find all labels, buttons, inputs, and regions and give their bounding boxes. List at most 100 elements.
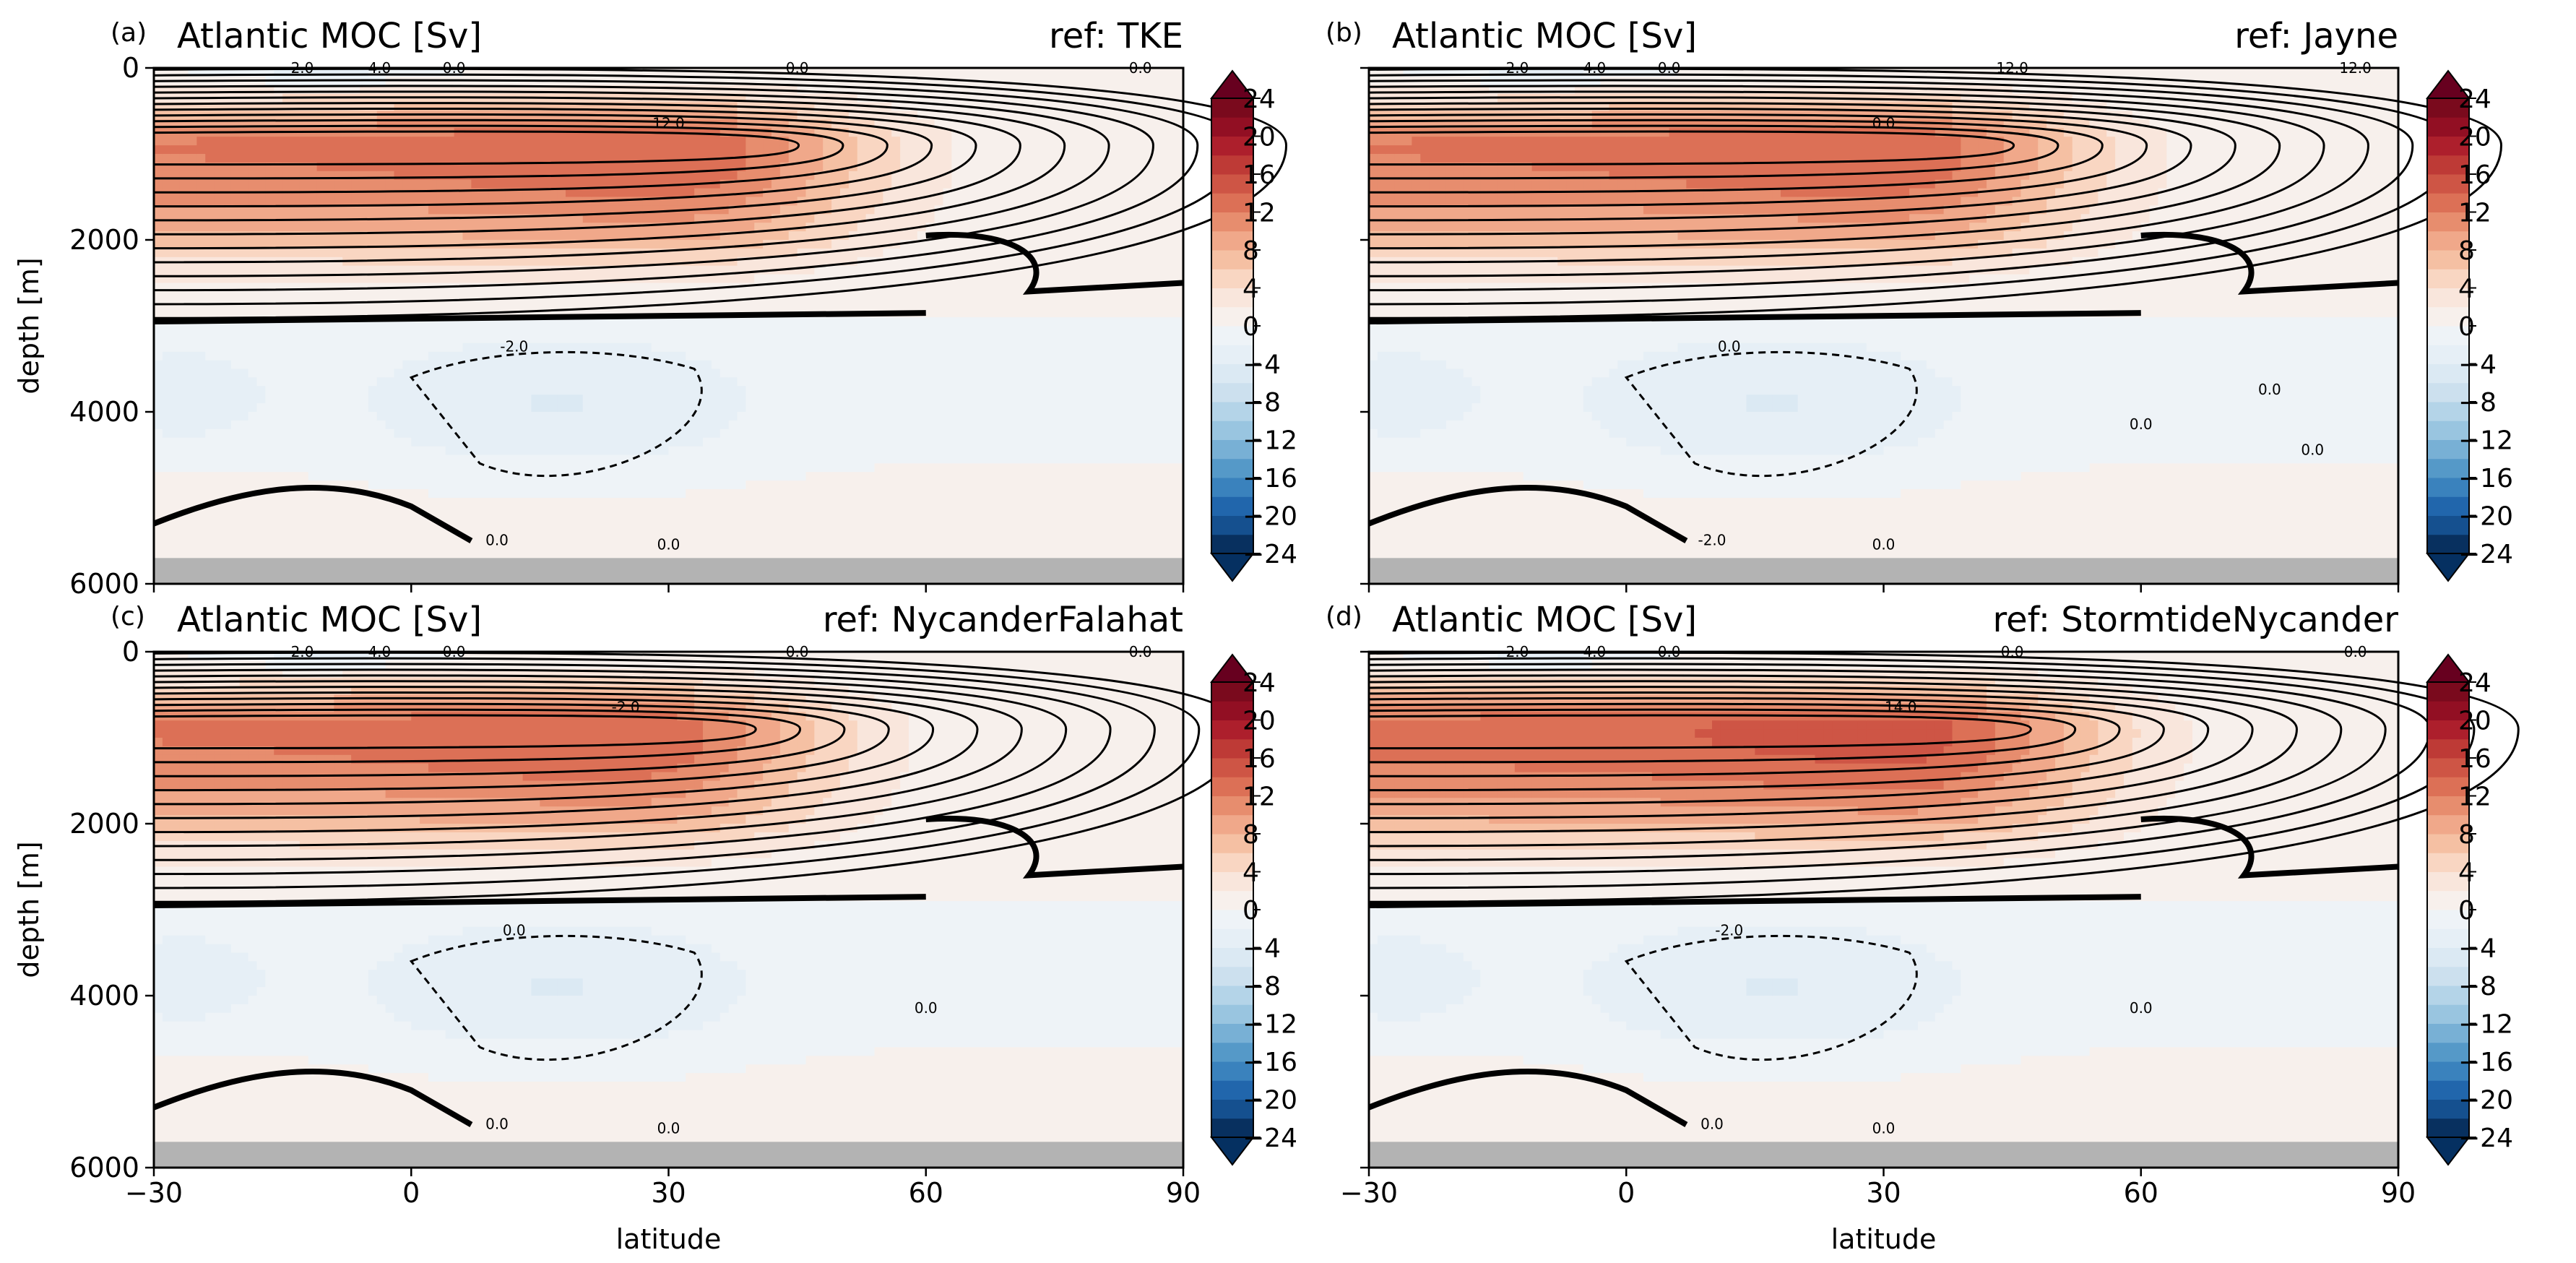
- field-cell: [308, 291, 318, 301]
- field-cell: [420, 179, 429, 189]
- field-cell: [222, 523, 232, 533]
- field-cell: [308, 428, 318, 439]
- field-cell: [514, 137, 524, 146]
- field-cell: [557, 403, 566, 413]
- field-cell: [608, 283, 618, 292]
- field-cell: [256, 145, 266, 155]
- field-cell: [788, 489, 798, 499]
- field-cell: [566, 205, 575, 215]
- field-cell: [857, 395, 867, 404]
- field-cell: [316, 334, 327, 344]
- field-cell: [205, 472, 215, 481]
- field-cell: [548, 428, 558, 439]
- field-cell: [677, 188, 686, 198]
- field-cell: [540, 368, 549, 378]
- field-cell: [557, 420, 566, 430]
- field-cell: [582, 137, 592, 146]
- field-cell: [480, 386, 489, 395]
- field-cell: [214, 342, 223, 353]
- field-cell: [694, 317, 704, 327]
- field-cell: [282, 137, 292, 146]
- field-cell: [179, 403, 189, 413]
- field-cell: [488, 231, 498, 241]
- field-cell: [694, 223, 704, 232]
- field-cell: [274, 498, 283, 507]
- field-cell: [402, 342, 412, 353]
- field-cell: [608, 274, 618, 284]
- field-cell: [376, 257, 386, 267]
- field-cell: [557, 532, 566, 542]
- field-cell: [703, 523, 712, 533]
- field-cell: [170, 420, 181, 430]
- field-cell: [634, 532, 644, 542]
- field-cell: [805, 428, 815, 439]
- field-cell: [600, 420, 609, 430]
- field-cell: [154, 549, 163, 559]
- field-cell: [823, 145, 832, 155]
- field-cell: [582, 403, 592, 413]
- field-cell: [299, 248, 309, 258]
- field-cell: [711, 463, 721, 473]
- field-cell: [360, 265, 369, 275]
- field-cell: [179, 428, 189, 439]
- field-cell: [291, 248, 301, 258]
- field-cell: [574, 506, 584, 516]
- field-cell: [188, 498, 197, 507]
- field-cell: [703, 291, 712, 301]
- field-cell: [728, 395, 738, 404]
- field-cell: [299, 523, 309, 533]
- field-cell: [566, 342, 575, 353]
- field-cell: [497, 498, 506, 507]
- field-cell: [668, 463, 678, 473]
- field-cell: [154, 326, 163, 335]
- field-cell: [170, 386, 181, 395]
- field-cell: [840, 395, 850, 404]
- field-cell: [351, 498, 360, 507]
- field-cell: [719, 334, 730, 344]
- field-cell: [763, 454, 772, 464]
- field-cell: [291, 437, 301, 447]
- field-cell: [694, 514, 704, 525]
- field-cell: [376, 523, 386, 533]
- field-cell: [737, 248, 746, 258]
- field-cell: [179, 454, 189, 464]
- field-cell: [325, 420, 334, 430]
- field-cell: [857, 368, 867, 378]
- field-cell: [857, 248, 867, 258]
- field-cell: [488, 334, 498, 344]
- field-cell: [831, 480, 841, 490]
- field-cell: [848, 420, 858, 430]
- field-cell: [531, 540, 540, 550]
- field-cell: [385, 205, 395, 215]
- field-cell: [411, 523, 420, 533]
- field-cell: [531, 377, 540, 387]
- field-cell: [574, 454, 584, 464]
- field-cell: [214, 403, 223, 413]
- field-cell: [779, 480, 790, 490]
- field-cell: [222, 291, 232, 301]
- field-cell: [608, 395, 618, 404]
- field-cell: [308, 549, 318, 559]
- field-cell: [779, 463, 790, 473]
- field-cell: [360, 540, 369, 550]
- field-cell: [634, 420, 644, 430]
- field-cell: [368, 412, 378, 421]
- field-cell: [497, 360, 506, 370]
- field-cell: [686, 342, 695, 353]
- field-cell: [737, 342, 746, 353]
- field-cell: [608, 368, 618, 378]
- field-cell: [445, 342, 455, 353]
- field-cell: [711, 137, 721, 146]
- field-cell: [574, 463, 584, 473]
- field-cell: [857, 454, 867, 464]
- field-cell: [711, 197, 721, 206]
- field-cell: [522, 179, 532, 189]
- field-cell: [763, 317, 772, 327]
- field-cell: [797, 342, 807, 353]
- field-cell: [308, 265, 318, 275]
- field-cell: [248, 326, 258, 335]
- field-cell: [677, 523, 686, 533]
- field-cell: [505, 549, 515, 559]
- field-cell: [436, 498, 446, 507]
- field-cell: [737, 351, 746, 361]
